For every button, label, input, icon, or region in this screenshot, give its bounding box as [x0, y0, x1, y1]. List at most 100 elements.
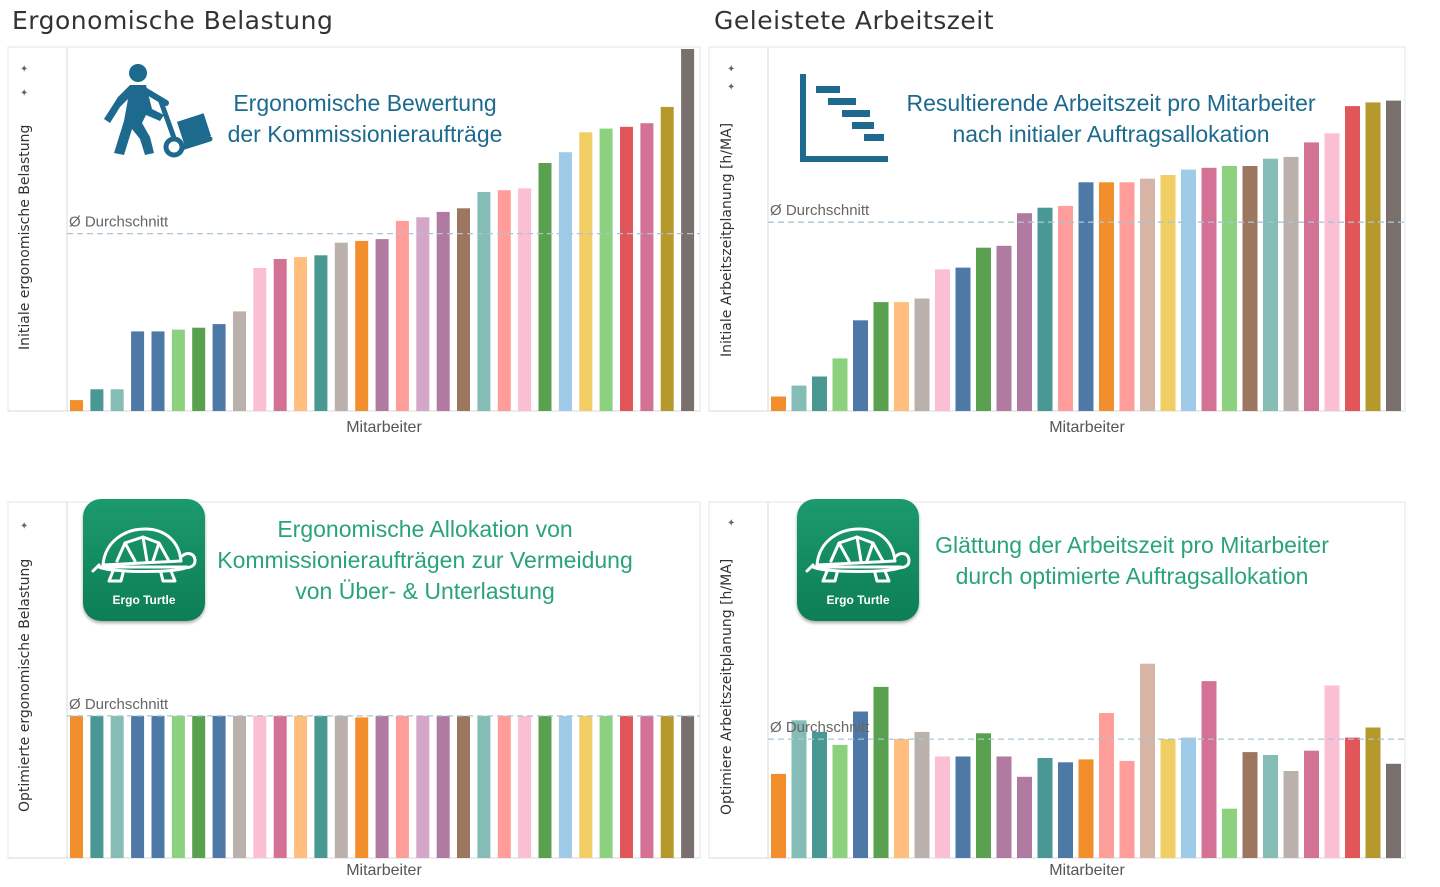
pin-icon: ✦ — [20, 521, 28, 532]
bar — [640, 123, 654, 411]
bar — [314, 715, 328, 858]
bar — [1099, 713, 1114, 858]
bar — [976, 733, 991, 858]
caption-line: Resultierende Arbeitszeit pro Mitarbeite… — [906, 90, 1316, 116]
caption-line: von Über- & Unterlastung — [295, 578, 555, 604]
bar — [70, 400, 83, 411]
bar — [771, 396, 786, 411]
bar — [497, 190, 511, 411]
caption-ergonomic-allocation: Ergonomische Allokation von Kommissionie… — [210, 514, 640, 607]
bar — [1222, 166, 1237, 411]
y-axis-label: Optimierte ergonomische Belastung — [17, 558, 33, 812]
bar — [151, 331, 165, 411]
bar — [832, 744, 848, 858]
bar — [1017, 213, 1032, 411]
bar — [620, 715, 633, 858]
bar — [1160, 739, 1176, 858]
bar — [1386, 763, 1401, 859]
bar — [314, 255, 328, 411]
caption-line: Ergonomische Bewertung — [233, 90, 497, 116]
bar — [832, 358, 848, 411]
bar — [1283, 156, 1299, 411]
bar — [791, 385, 807, 411]
bar — [620, 126, 633, 412]
average-label: Ø Durchschnitt — [770, 202, 870, 219]
bar — [233, 715, 246, 858]
bar — [233, 311, 246, 411]
bar — [1365, 102, 1381, 412]
bar — [457, 715, 470, 858]
bar — [110, 715, 124, 858]
bar — [477, 715, 491, 858]
bar — [873, 686, 889, 858]
worker-hand-truck-icon — [102, 63, 214, 163]
bar — [1058, 205, 1073, 411]
caption-smoothing-worktime: Glättung der Arbeitszeit pro Mitarbeiter… — [924, 530, 1340, 592]
bar — [273, 715, 287, 858]
bar — [853, 711, 868, 858]
bar — [599, 715, 613, 858]
ergo-turtle-badge: Ergo Turtle — [83, 499, 205, 621]
bar — [579, 715, 593, 858]
caption-line: Glättung der Arbeitszeit pro Mitarbeiter — [935, 532, 1329, 558]
bar — [253, 715, 267, 858]
bar — [894, 302, 909, 411]
bar — [955, 267, 971, 411]
turtle-icon — [91, 527, 197, 583]
bar — [1283, 771, 1299, 858]
bar — [110, 389, 124, 411]
bar — [640, 715, 654, 858]
bar — [70, 715, 83, 858]
bar — [681, 715, 695, 858]
bar — [131, 331, 145, 411]
bar — [976, 247, 991, 411]
bar — [1099, 182, 1114, 411]
bar — [294, 715, 308, 858]
bar — [1263, 158, 1278, 411]
bar — [771, 773, 786, 858]
caption-resulting-worktime: Resultierende Arbeitszeit pro Mitarbeite… — [898, 88, 1324, 150]
bar — [894, 739, 909, 858]
bar — [90, 715, 104, 858]
bar — [1324, 685, 1340, 858]
x-axis-label: Mitarbeiter — [1049, 419, 1125, 436]
bar — [334, 715, 348, 858]
bar — [1201, 681, 1217, 858]
gantt-chart-icon — [798, 72, 890, 168]
bar — [171, 715, 185, 858]
bar — [996, 756, 1012, 858]
bar — [1324, 133, 1340, 412]
bar — [395, 220, 409, 411]
bar — [558, 715, 572, 858]
caption-line: nach initialer Auftragsallokation — [952, 121, 1270, 147]
bar — [1365, 727, 1381, 858]
bar — [436, 211, 450, 411]
bar — [1037, 758, 1053, 858]
bar — [253, 268, 267, 411]
bar — [1140, 663, 1155, 858]
bar — [853, 320, 868, 412]
bar — [873, 302, 889, 411]
bar — [192, 327, 206, 411]
bar — [558, 152, 572, 411]
bar — [660, 715, 674, 858]
bar — [375, 239, 389, 411]
bar — [599, 128, 613, 411]
x-axis-label: Mitarbeiter — [346, 862, 422, 879]
bar — [1058, 762, 1073, 858]
bar — [1078, 182, 1094, 411]
bar — [497, 715, 511, 858]
bar — [355, 717, 369, 858]
bar — [1037, 207, 1053, 411]
bar — [1201, 167, 1217, 411]
bar — [1263, 755, 1278, 858]
bar — [192, 715, 206, 858]
bar — [518, 715, 532, 858]
bar — [579, 132, 593, 412]
bar — [1345, 737, 1360, 858]
badge-label: Ergo Turtle — [112, 593, 176, 607]
bar — [1181, 737, 1196, 858]
caption-line: der Kommissionieraufträge — [227, 121, 503, 147]
bar — [395, 715, 409, 858]
